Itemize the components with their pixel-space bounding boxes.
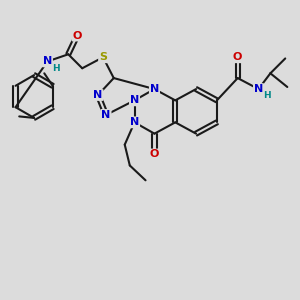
Text: N: N	[150, 84, 159, 94]
Text: S: S	[99, 52, 107, 62]
Text: H: H	[264, 91, 271, 100]
Text: N: N	[254, 84, 263, 94]
Text: N: N	[43, 56, 52, 66]
Text: N: N	[101, 110, 111, 120]
Text: N: N	[130, 117, 139, 128]
Text: O: O	[73, 31, 82, 40]
Text: N: N	[130, 95, 139, 105]
Text: N: N	[93, 90, 103, 100]
Text: O: O	[150, 149, 159, 160]
Text: H: H	[52, 64, 60, 74]
Text: O: O	[233, 52, 242, 62]
